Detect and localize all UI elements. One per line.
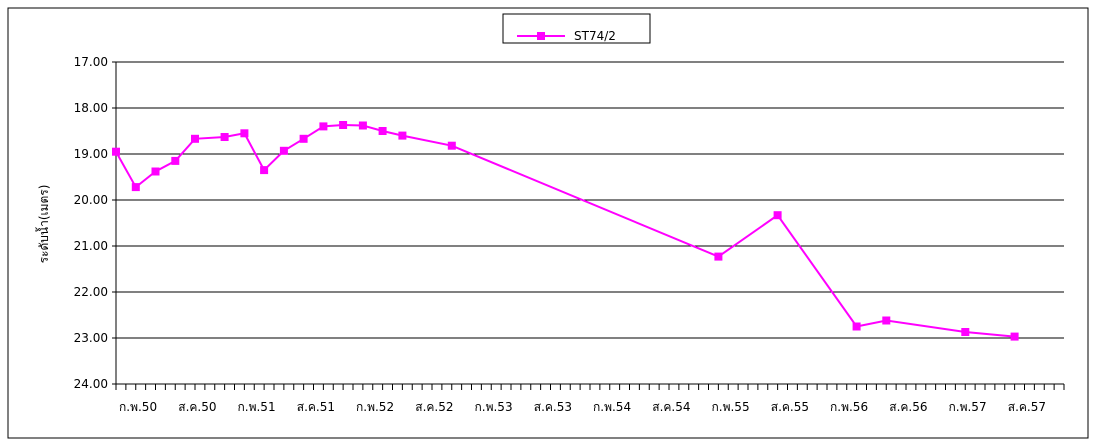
y-tick-label: 21.00 <box>74 239 108 253</box>
x-tick-label: ก.พ.51 <box>238 400 276 414</box>
data-point-marker <box>852 322 861 331</box>
data-point-marker <box>299 134 308 143</box>
x-tick-label: ก.พ.50 <box>119 400 157 414</box>
data-point-marker <box>882 316 891 325</box>
y-tick-label: 19.00 <box>74 147 108 161</box>
x-tick-label: ก.พ.56 <box>830 400 868 414</box>
data-point-marker <box>358 121 367 130</box>
data-point-marker <box>447 141 456 150</box>
data-point-marker <box>260 166 269 175</box>
data-point-marker <box>131 183 140 192</box>
data-point-marker <box>191 134 199 143</box>
x-tick-label: ส.ค.51 <box>297 400 335 414</box>
x-tick-label: ก.พ.57 <box>949 400 987 414</box>
legend-marker <box>537 32 545 40</box>
y-tick-label: 22.00 <box>74 285 108 299</box>
data-point-marker <box>378 127 387 135</box>
x-tick-label: ส.ค.52 <box>415 400 453 414</box>
plot-area <box>116 62 1064 384</box>
x-tick-label: ส.ค.55 <box>771 400 809 414</box>
legend-label: ST74/2 <box>574 29 616 43</box>
x-tick-label: ก.พ.55 <box>712 400 750 414</box>
data-point-marker <box>279 146 288 155</box>
y-tick-label: 23.00 <box>74 331 108 345</box>
x-tick-label: ส.ค.50 <box>178 400 216 414</box>
data-point-marker <box>151 167 160 176</box>
data-point-marker <box>319 122 328 131</box>
y-tick-label: 17.00 <box>74 55 108 69</box>
data-point-marker <box>398 131 407 140</box>
data-point-marker <box>1010 332 1019 341</box>
data-point-marker <box>240 129 249 138</box>
y-tick-label: 24.00 <box>74 377 108 391</box>
data-point-marker <box>171 156 180 165</box>
data-point-marker <box>220 133 229 141</box>
y-tick-label: 18.00 <box>74 101 108 115</box>
legend-box <box>502 13 651 44</box>
x-tick-label: ก.พ.52 <box>356 400 394 414</box>
data-point-marker <box>714 252 723 261</box>
series-line <box>115 123 1015 338</box>
data-point-marker <box>773 211 782 220</box>
y-tick-label: 20.00 <box>74 193 108 207</box>
data-point-marker <box>112 147 120 156</box>
data-point-marker <box>961 328 970 336</box>
x-tick-label: ส.ค.56 <box>889 400 927 414</box>
y-axis-label: ระดับน้ำ(เมตร) <box>35 185 51 264</box>
data-point-marker <box>339 121 348 129</box>
x-tick-label: ก.พ.54 <box>593 400 631 414</box>
x-tick-label: ส.ค.54 <box>652 400 690 414</box>
x-tick-label: ก.พ.53 <box>475 400 513 414</box>
x-tick-label: ส.ค.57 <box>1008 400 1046 414</box>
x-tick-label: ส.ค.53 <box>534 400 572 414</box>
